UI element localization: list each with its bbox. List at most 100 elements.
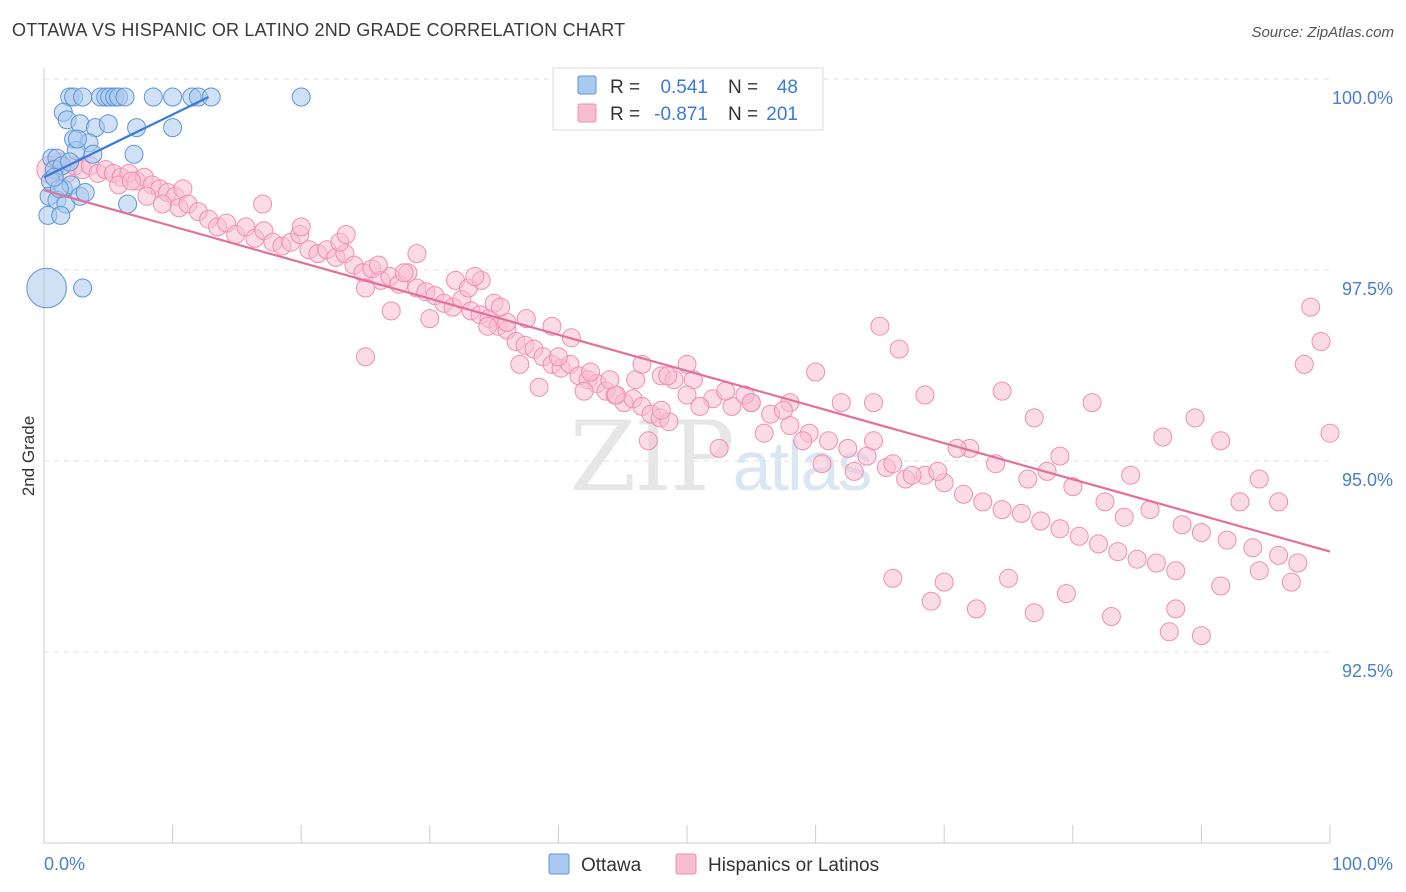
hispanic-point (1050, 519, 1070, 539)
stats-r-label-ottawa: R = (610, 77, 640, 98)
hispanic-point (574, 381, 594, 401)
y-tick-label: 95.0% (1342, 470, 1393, 490)
stats-swatch-ottawa (577, 75, 597, 95)
stats-swatch-hispanic (577, 103, 597, 123)
hispanic-point (1191, 523, 1211, 542)
hispanic-point (934, 572, 954, 592)
x-tick-label: 0.0% (44, 854, 85, 874)
y-tick-label: 97.5% (1342, 279, 1393, 299)
hispanic-point (1050, 446, 1070, 466)
hispanic-point (1159, 622, 1179, 642)
hispanic-point (1230, 492, 1250, 512)
hispanic-point (407, 244, 427, 264)
legend-swatch-ottawa (548, 853, 570, 875)
y-axis-label: 2nd Grade (19, 416, 38, 496)
hispanic-point (921, 591, 941, 611)
hispanic-point (902, 465, 922, 485)
hispanic-point (1281, 572, 1301, 592)
hispanic-point (1172, 515, 1192, 535)
source-label: Source: ZipAtlas.com (1251, 24, 1394, 41)
ottawa-point (127, 118, 147, 138)
stats-r-value-hispanic: -0.871 (654, 104, 708, 125)
hispanic-point (1063, 477, 1083, 497)
hispanic-point (1069, 526, 1089, 546)
hispanic-point (491, 297, 510, 317)
hispanic-point (516, 309, 536, 329)
hispanic-point (1024, 408, 1044, 428)
hispanic-trend-line (43, 189, 1331, 553)
hispanic-point (973, 492, 993, 512)
hispanic-point (420, 309, 440, 329)
hispanic-point (336, 225, 356, 244)
stats-r-value-ottawa: 0.541 (660, 77, 708, 98)
hispanic-point (870, 316, 890, 336)
bottom-legend: Ottawa Hispanics or Latinos (548, 853, 879, 876)
hispanic-point (954, 484, 973, 504)
hispanic-point (1127, 549, 1147, 569)
hispanic-point (1082, 393, 1102, 413)
hispanic-point (1185, 408, 1205, 428)
hispanic-point (291, 217, 311, 237)
hispanic-point (1269, 492, 1289, 512)
hispanic-point (1320, 423, 1340, 443)
hispanic-point (1056, 584, 1076, 604)
hispanic-point (831, 393, 851, 413)
ottawa-point (44, 167, 64, 187)
hispanic-point (581, 362, 600, 382)
hispanic-point (741, 393, 761, 413)
hispanic-point (1095, 492, 1115, 512)
hispanic-point (529, 377, 549, 397)
hispanic-point (1031, 511, 1051, 531)
hispanic-point (381, 301, 401, 321)
hispanic-point (1249, 561, 1269, 581)
hispanic-point (1166, 599, 1186, 619)
hispanic-point (600, 370, 620, 390)
hispanic-point (1211, 431, 1231, 451)
hispanic-point (1166, 561, 1186, 581)
hispanic-point (253, 194, 273, 214)
hispanic-point (1018, 469, 1038, 489)
ottawa-point (124, 144, 144, 164)
ottawa-point (51, 205, 71, 225)
ottawa-point (115, 87, 135, 107)
hispanic-point (1311, 332, 1331, 351)
hispanic-point (754, 423, 774, 443)
hispanic-point (368, 255, 388, 275)
ottawa-point (201, 87, 221, 107)
hispanic-point (812, 454, 832, 474)
hispanic-point (773, 400, 793, 420)
hispanic-point (999, 568, 1018, 588)
hispanic-point (1294, 354, 1314, 374)
hispanic-point (966, 599, 986, 619)
hispanic-point (690, 396, 710, 416)
ottawa-point (163, 87, 183, 107)
ottawa-point (26, 267, 67, 309)
hispanic-point (883, 568, 903, 588)
ottawa-point (143, 87, 163, 107)
hispanic-point (1249, 469, 1269, 489)
hispanic-point (465, 267, 485, 286)
hispanic-point (677, 385, 697, 405)
ottawa-point (73, 278, 93, 298)
hispanic-point (928, 461, 948, 481)
ottawa-trend-line (43, 96, 210, 179)
y-tick-label: 100.0% (1332, 88, 1393, 108)
hispanic-point (992, 381, 1012, 401)
hispanic-point (1301, 297, 1321, 317)
hispanic-point (716, 381, 736, 401)
hispanic-point (638, 431, 658, 451)
hispanic-point (548, 347, 568, 367)
stats-n-label-hispanic: N = (728, 104, 758, 125)
hispanic-point (478, 316, 498, 336)
hispanic-point (1217, 530, 1237, 550)
hispanic-point (510, 354, 530, 374)
hispanic-point (883, 454, 903, 474)
x-tick-label: 100.0% (1332, 854, 1393, 874)
x-tick-labels: 0.0% 100.0% (44, 854, 1393, 874)
stats-n-label-ottawa: N = (728, 77, 758, 98)
hispanic-point (992, 500, 1012, 520)
hispanic-point (394, 263, 414, 283)
hispanic-point (137, 186, 157, 206)
legend-swatch-hispanic (675, 853, 697, 875)
